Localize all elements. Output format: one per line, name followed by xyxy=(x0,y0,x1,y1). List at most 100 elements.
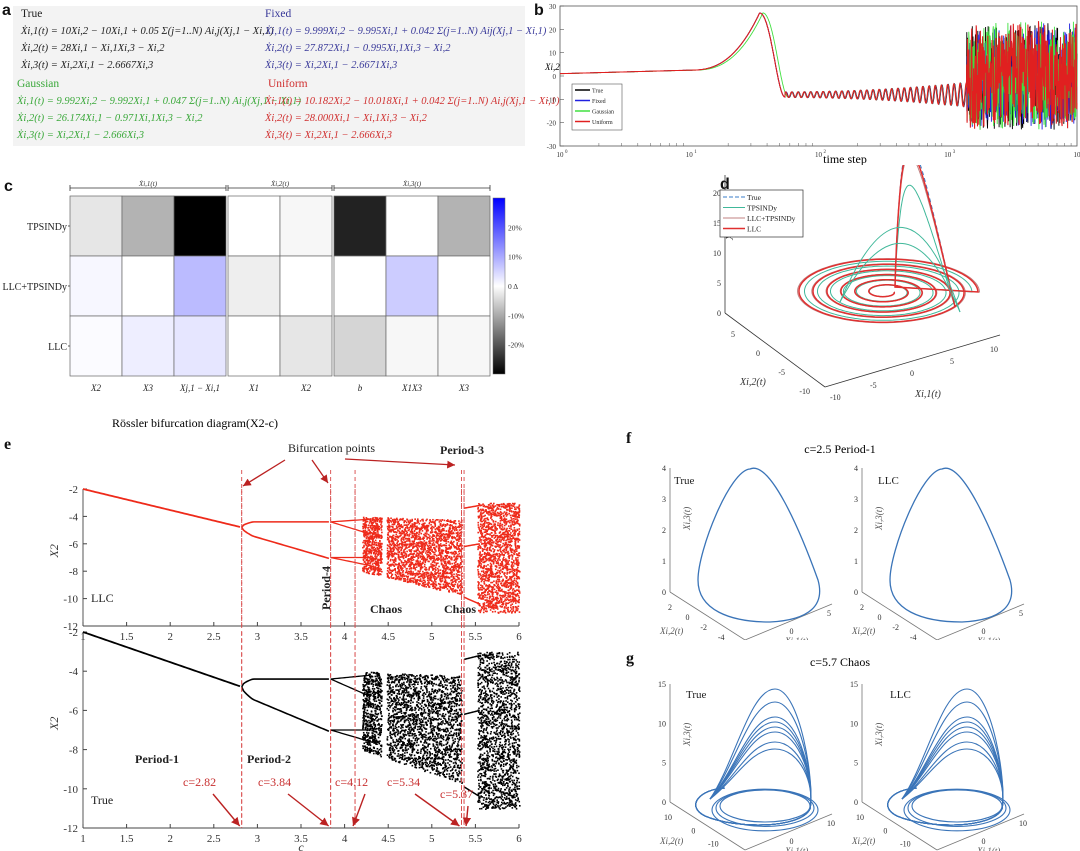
eq-uniform-2: Ẋi,2(t) = 28.000Xi,1 − Xi,1Xi,3 − Xi,2 xyxy=(265,113,427,124)
c-cell xyxy=(279,315,333,377)
e-bottom-ytick-label: -4 xyxy=(69,666,79,678)
d-xtick: -10 xyxy=(830,393,841,402)
e-bifurcation-arrow xyxy=(352,793,366,827)
b-xtick-label: 10 xyxy=(686,151,694,159)
e-bottom-xtick-label: 2 xyxy=(167,833,173,845)
g-plot-ytick: -10 xyxy=(708,840,719,849)
panel-letter-f: f xyxy=(626,430,632,447)
eq-fixed-1: Ẋi,1(t) = 9.999Xi,2 − 9.995Xi,1 + 0.042 … xyxy=(265,26,547,37)
e-top-branch xyxy=(241,526,330,560)
d-xtick: 10 xyxy=(990,345,998,354)
d-xtick: 5 xyxy=(950,357,954,366)
e-top-xtick-label: 2.5 xyxy=(207,631,221,643)
chart-b-timeseries: 3020100-10-20-30100101102103104TrueFixed… xyxy=(544,3,1080,165)
e-annotation-chaos-2: Chaos xyxy=(444,602,476,616)
e-annotation-chaos-1: Chaos xyxy=(370,602,402,616)
d-ytick: 0 xyxy=(756,349,760,358)
e-top-corner-label: LLC xyxy=(91,591,114,605)
f-plot-ztick: 3 xyxy=(854,495,858,504)
g-plot-ytick: 0 xyxy=(883,826,887,835)
g-plot-ztick: 5 xyxy=(854,759,858,768)
g-plot-trajectory xyxy=(887,731,1004,826)
g-plot-trajectory xyxy=(887,716,1004,826)
e-top-ylabel: X2 xyxy=(47,544,61,558)
b-xtick-exp: 2 xyxy=(824,150,827,155)
f-plot-zlabel: Xi,3(t) xyxy=(682,507,692,531)
d-xlabel: Xi,1(t) xyxy=(914,389,941,400)
c-col-label: X1X3 xyxy=(401,383,422,393)
e-top-xtick-label: 2 xyxy=(167,631,173,643)
g-plot-ytick: 0 xyxy=(691,826,695,835)
chart-f-period1: c=2.5 Period-1 0123420-2-4-505Xi,3(t)Xi,… xyxy=(659,442,1025,640)
chart-c-heatmap: Ẋi,1(t) Ẋi,2(t) Ẋi,3(t) TPSINDy LLC+TPSINDy L… xyxy=(2,180,524,393)
c-cell xyxy=(437,315,491,377)
c-cell xyxy=(333,315,387,377)
b-ylabel: Xi,2 xyxy=(544,62,560,72)
d-ztick: 0 xyxy=(717,309,721,318)
b-ytick-label: 10 xyxy=(549,50,557,58)
b-legend-label: True xyxy=(592,89,603,95)
e-annotation-period-4: Period-4 xyxy=(319,566,333,610)
e-bottom-xtick-label: 2.5 xyxy=(207,833,221,845)
eq-group-gaussian-title: Gaussian xyxy=(17,78,60,90)
chart-e-bifurcation: Rössler bifurcation diagram(X2-c) -2 -4 -6… xyxy=(47,416,522,851)
d-legend-label: TPSINDy xyxy=(747,204,777,213)
f-plot-trajectory xyxy=(889,467,1013,623)
e-bottom-xtick-label: 4.5 xyxy=(381,833,395,845)
e-bottom-ytick-label: -10 xyxy=(63,784,78,796)
e-bottom-chaos-points xyxy=(362,651,521,810)
b-ytick-label: -30 xyxy=(547,143,557,151)
g-plot-ztick: 5 xyxy=(662,759,666,768)
g-title: c=5.7 Chaos xyxy=(810,655,870,669)
f-title: c=2.5 Period-1 xyxy=(804,442,875,456)
g-plot-ztick: 15 xyxy=(850,680,858,689)
c-row-label: TPSINDy xyxy=(27,222,67,233)
c-colorbar-tick: 20% xyxy=(508,223,522,232)
eq-group-uniform-title: Uniform xyxy=(268,78,308,90)
eq-group-fixed-title: Fixed xyxy=(265,8,292,20)
g-plot-trajectory-loop xyxy=(715,789,815,827)
d-xtick: 0 xyxy=(910,369,914,378)
f-plot-ytick: -2 xyxy=(892,623,899,632)
c-cell xyxy=(333,255,387,317)
e-bottom-ytick-label: -6 xyxy=(69,705,79,717)
e-top-xtick-label: 3 xyxy=(255,631,261,643)
g-plot-ytick: -10 xyxy=(900,840,911,849)
e-bottom-branch xyxy=(82,631,241,688)
g-plot-trajectory xyxy=(887,721,1004,826)
g-plot-xlabel: Xi,1(t) xyxy=(976,846,1000,851)
chart-g-chaos: c=5.7 Chaos 0 5 10 15 10 0 -10 -10 0 10 Xi,3(t) Xi,… xyxy=(658,655,1027,851)
e-bifurcation-label: c=5.34 xyxy=(387,775,420,789)
c-cell xyxy=(437,255,491,317)
d-ztick: 15 xyxy=(713,219,721,228)
e-bifurcation-arrow xyxy=(287,793,330,827)
f-plot-ytick: 0 xyxy=(878,613,882,622)
g-plot-trajectory xyxy=(695,721,812,826)
f-plot-zlabel: Xi,3(t) xyxy=(874,507,884,531)
e-bottom-ytick-label: -8 xyxy=(69,745,79,757)
g-plot-xtick: 10 xyxy=(827,819,835,828)
f-plot-ztick: 2 xyxy=(662,526,666,535)
e-top-branch xyxy=(330,556,371,567)
f-plot-ylabel: Xi,2(t) xyxy=(851,626,875,636)
eq-fixed-2: Ẋi,2(t) = 27.872Xi,1 − 0.995Xi,1Xi,3 − X… xyxy=(265,43,451,54)
c-cell xyxy=(69,255,123,317)
eq-gaussian-1: Ẋi,1(t) = 9.992Xi,2 − 9.992Xi,1 + 0.047 … xyxy=(17,96,302,107)
g-plot-trajectory xyxy=(695,716,812,826)
c-cell xyxy=(121,315,175,377)
e-top-ytick-label: -4 xyxy=(69,511,79,523)
e-top-ytick-label: -6 xyxy=(69,539,79,551)
c-cell xyxy=(437,195,491,257)
c-col-label: Xj,1 − Xi,1 xyxy=(179,383,220,393)
f-plot-subplot-label-llc: LLC xyxy=(878,475,899,487)
c-group-label: Ẋi,1(t) xyxy=(138,180,158,188)
e-top-ytick-label: -2 xyxy=(69,484,78,496)
g-plot-subplot-label-true: True xyxy=(686,689,706,701)
e-top-xtick-label: 5 xyxy=(429,631,435,643)
c-cell xyxy=(385,315,439,377)
c-cell xyxy=(227,315,281,377)
g-plot-ztick: 10 xyxy=(658,719,666,728)
e-top-branch xyxy=(82,488,241,528)
g-plot-y-axis xyxy=(669,801,746,851)
c-cell xyxy=(69,315,123,377)
